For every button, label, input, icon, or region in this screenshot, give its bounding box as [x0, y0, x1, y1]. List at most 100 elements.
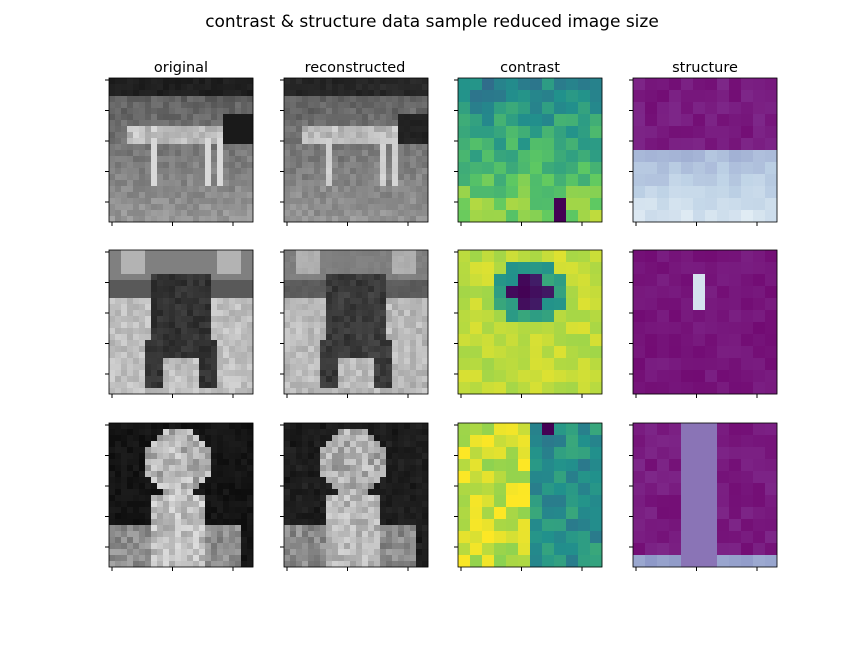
- heatmap-cell: [109, 132, 116, 139]
- heatmap-cell: [133, 489, 140, 496]
- heatmap-cell: [344, 340, 351, 347]
- heatmap-cell: [193, 198, 200, 205]
- heatmap-cell: [398, 216, 405, 223]
- heatmap-cell: [362, 168, 369, 175]
- heatmap-cell: [422, 126, 429, 133]
- heatmap-cell: [657, 186, 670, 199]
- heatmap-cell: [115, 162, 122, 169]
- heatmap-cell: [356, 561, 363, 568]
- heatmap-cell: [302, 138, 309, 145]
- heatmap-cell: [350, 138, 357, 145]
- heatmap-cell: [308, 268, 315, 275]
- heatmap-cell: [578, 150, 591, 163]
- heatmap-cell: [356, 429, 363, 436]
- heatmap-cell: [344, 370, 351, 377]
- heatmap-cell: [308, 292, 315, 299]
- heatmap-cell: [127, 204, 134, 211]
- heatmap-cell: [320, 370, 327, 377]
- heatmap-cell: [181, 549, 188, 556]
- heatmap-cell: [302, 322, 309, 329]
- heatmap-cell: [308, 334, 315, 341]
- heatmap-cell: [314, 292, 321, 299]
- heatmap-cell: [151, 316, 158, 323]
- heatmap-cell: [193, 114, 200, 121]
- heatmap-cell: [356, 531, 363, 538]
- heatmap-cell: [380, 280, 387, 287]
- heatmap-cell: [193, 322, 200, 329]
- heatmap-cell: [284, 334, 291, 341]
- heatmap-cell: [753, 358, 766, 371]
- heatmap-cell: [241, 531, 248, 538]
- heatmap-cell: [356, 435, 363, 442]
- heatmap-cell: [506, 543, 519, 556]
- heatmap-cell: [284, 555, 291, 562]
- heatmap-cell: [669, 322, 682, 335]
- heatmap-cell: [392, 114, 399, 121]
- heatmap-cell: [356, 537, 363, 544]
- heatmap-cell: [741, 543, 754, 556]
- heatmap-cell: [356, 423, 363, 430]
- heatmap-cell: [241, 507, 248, 514]
- heatmap-cell: [494, 334, 507, 347]
- heatmap-cell: [211, 543, 218, 550]
- heatmap-cell: [121, 513, 128, 520]
- heatmap-cell: [145, 132, 152, 139]
- heatmap-cell: [109, 114, 116, 121]
- heatmap-cell: [410, 358, 417, 365]
- heatmap-cell: [392, 340, 399, 347]
- heatmap-cell: [729, 126, 742, 139]
- heatmap-cell: [296, 210, 303, 217]
- heatmap-cell: [109, 483, 116, 490]
- heatmap-cell: [398, 168, 405, 175]
- heatmap-cell: [669, 459, 682, 472]
- heatmap-cell: [368, 180, 375, 187]
- heatmap-cell: [115, 304, 122, 311]
- heatmap-cell: [356, 96, 363, 103]
- heatmap-cell: [729, 531, 742, 544]
- heatmap-cell: [308, 96, 315, 103]
- heatmap-cell: [326, 262, 333, 269]
- heatmap-cell: [127, 268, 134, 275]
- heatmap-cell: [633, 138, 646, 151]
- heatmap-cell: [127, 180, 134, 187]
- heatmap-cell: [187, 429, 194, 436]
- heatmap-cell: [344, 144, 351, 151]
- heatmap-cell: [506, 286, 519, 299]
- heatmap-cell: [121, 304, 128, 311]
- heatmap-cell: [404, 358, 411, 365]
- heatmap-cell: [314, 180, 321, 187]
- heatmap-cell: [362, 78, 369, 85]
- heatmap-cell: [145, 310, 152, 317]
- heatmap-cell: [633, 102, 646, 115]
- heatmap-cell: [127, 376, 134, 383]
- heatmap-cell: [169, 280, 176, 287]
- heatmap-cell: [386, 423, 393, 430]
- heatmap-cell: [741, 483, 754, 496]
- heatmap-cell: [109, 150, 116, 157]
- panel-original-person: [105, 422, 254, 571]
- heatmap-cell: [314, 370, 321, 377]
- heatmap-cell: [530, 310, 543, 323]
- heatmap-cell: [753, 250, 766, 263]
- heatmap-cell: [338, 316, 345, 323]
- heatmap-cell: [163, 180, 170, 187]
- heatmap-cell: [344, 180, 351, 187]
- heatmap-cell: [133, 334, 140, 341]
- heatmap-cell: [290, 126, 297, 133]
- heatmap-cell: [223, 204, 230, 211]
- heatmap-cell: [163, 186, 170, 193]
- heatmap-cell: [338, 150, 345, 157]
- heatmap-cell: [705, 198, 718, 211]
- heatmap-cell: [139, 180, 146, 187]
- heatmap-cell: [314, 453, 321, 460]
- heatmap-cell: [356, 132, 363, 139]
- heatmap-cell: [392, 84, 399, 91]
- heatmap-cell: [127, 388, 134, 395]
- heatmap-cell: [302, 274, 309, 281]
- heatmap-cell: [199, 268, 206, 275]
- heatmap-cell: [633, 90, 646, 103]
- heatmap-cell: [404, 144, 411, 151]
- heatmap-cell: [211, 304, 218, 311]
- heatmap-cell: [235, 346, 242, 353]
- heatmap-cell: [458, 519, 471, 532]
